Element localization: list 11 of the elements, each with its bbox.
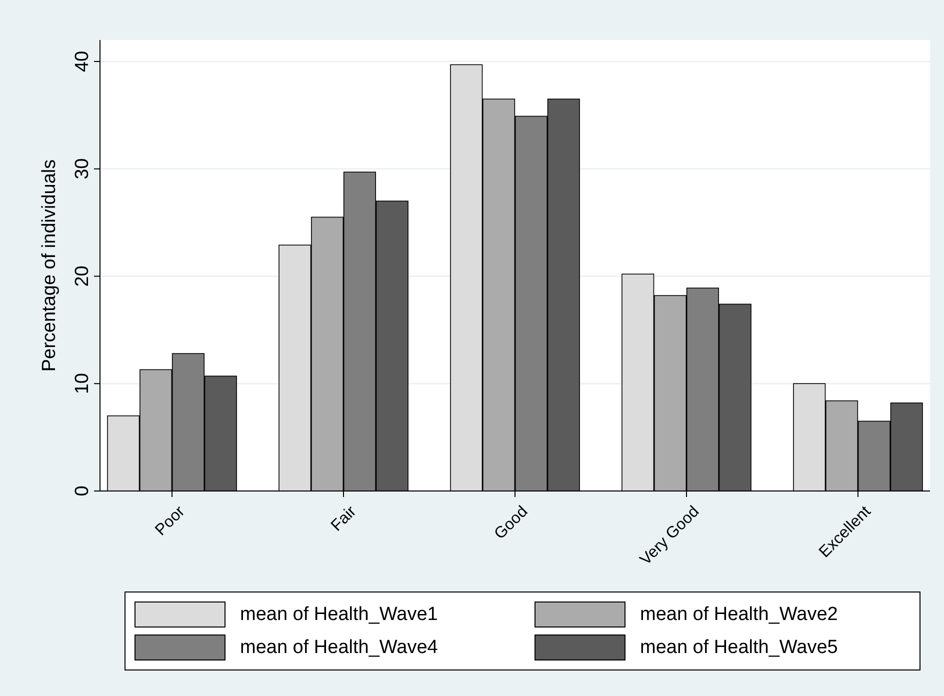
y-tick-label: 10 <box>72 373 93 394</box>
legend-label: mean of Health_Wave4 <box>240 637 438 658</box>
y-tick-label: 30 <box>72 158 93 180</box>
legend-label: mean of Health_Wave2 <box>640 604 838 626</box>
legend-label: mean of Health_Wave5 <box>640 637 838 658</box>
legend-label: mean of Health_Wave1 <box>240 604 438 626</box>
x-tick-label: Fair <box>328 502 360 535</box>
y-tick-label: 40 <box>72 50 93 72</box>
y-tick-label: 0 <box>72 486 93 496</box>
y-axis-title: Percentage of individuals <box>39 159 60 372</box>
y-tick-label: 20 <box>72 266 93 287</box>
